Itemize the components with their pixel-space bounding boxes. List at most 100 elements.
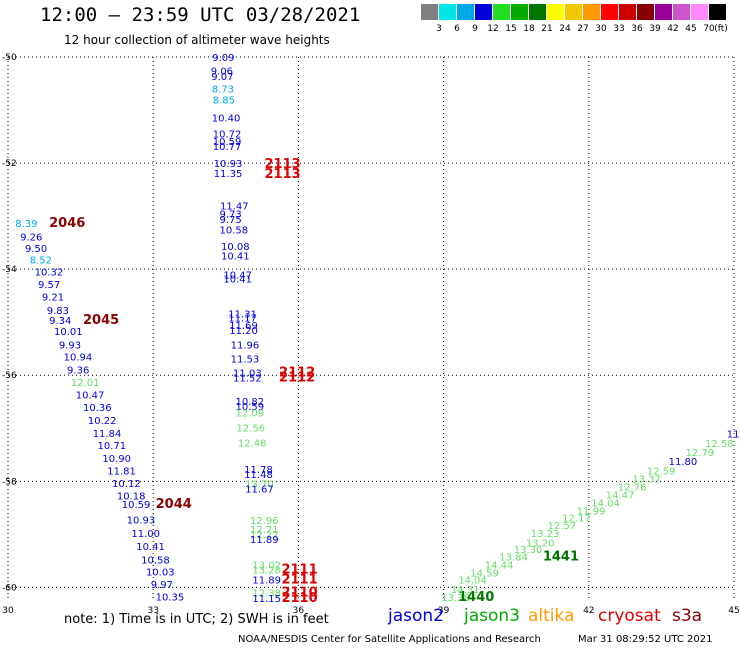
wave-height-label: 8.85 <box>213 95 235 106</box>
wave-height-label: 11.03 <box>233 369 262 380</box>
wave-height-label: 12.71 <box>250 525 279 536</box>
wave-height-label: 11.20 <box>229 326 258 337</box>
wave-height-label: 10.32 <box>35 267 64 278</box>
wave-height-label: 11.15 <box>252 594 281 605</box>
wave-height-label: 11.52 <box>233 373 262 384</box>
color-swatch <box>529 4 546 20</box>
color-scale-label: 18 <box>523 24 535 34</box>
color-scale-label: 45 <box>685 24 697 34</box>
color-swatch <box>511 4 528 20</box>
wave-height-label: 10.59 <box>213 137 242 148</box>
color-scale-label: 70 <box>703 24 715 34</box>
wave-height-label: 14.04 <box>591 499 620 510</box>
footer-credit: NOAA/NESDIS Center for Satellite Applica… <box>238 634 541 645</box>
pass-time-label: 2110 <box>281 591 317 606</box>
wave-height-label: 10.41 <box>223 275 252 286</box>
pass-time-label: 1441 <box>543 550 579 565</box>
color-swatch <box>601 4 618 20</box>
wave-height-label: 12.76 <box>618 483 647 494</box>
chart-title: 12:00 – 23:59 UTC 03/28/2021 <box>40 4 361 26</box>
wave-height-label: 9.06 <box>211 66 233 77</box>
wave-height-label: 9.57 <box>38 280 60 291</box>
x-tick-label: 33 <box>147 606 158 616</box>
wave-height-label: 8.39 <box>15 219 37 230</box>
wave-height-label: 10.08 <box>221 242 250 253</box>
y-tick-label: -54 <box>2 265 17 275</box>
y-tick-label: -58 <box>2 477 17 487</box>
wave-height-label: 10.59 <box>122 500 151 511</box>
color-scale-label: 12 <box>487 24 499 34</box>
color-swatch <box>619 4 636 20</box>
pass-time-label: 2112 <box>279 366 315 381</box>
wave-height-label: 13.70 <box>245 479 274 490</box>
color-swatch <box>673 4 690 20</box>
wave-height-label: 10.58 <box>220 225 249 236</box>
satellite-legend-cryosat: cryosat <box>598 606 661 626</box>
wave-height-label: 13.84 <box>499 553 528 564</box>
wave-height-label: 11.69 <box>229 321 258 332</box>
color-scale-label: 27 <box>577 24 589 34</box>
wave-height-label: 12.58 <box>705 439 734 450</box>
color-scale-label: 9 <box>472 24 478 34</box>
wave-height-label: 13.20 <box>526 538 555 549</box>
wave-height-label: 13.28 <box>252 565 281 576</box>
wave-height-label: 13.30 <box>514 545 543 556</box>
wave-height-label: 10.41 <box>221 251 250 262</box>
wave-height-label: 13.37 <box>632 475 661 486</box>
y-tick-label: -60 <box>2 583 17 593</box>
wave-height-label: 9.93 <box>59 340 81 351</box>
color-swatch <box>457 4 474 20</box>
x-tick-label: 36 <box>293 606 305 616</box>
color-scale-label: 15 <box>505 24 517 34</box>
pass-time-label: 1440 <box>458 590 494 605</box>
wave-height-label: 10.59 <box>235 402 264 413</box>
wave-height-label: 13.23 <box>531 529 560 540</box>
wave-height-label: 12.38 <box>252 589 281 600</box>
wave-height-label: 10.01 <box>54 327 83 338</box>
pass-time-label: 2045 <box>83 313 119 328</box>
wave-height-label: 11.80 <box>669 457 698 468</box>
wave-height-label: 14.44 <box>485 561 514 572</box>
wave-height-label: 11.53 <box>231 354 260 365</box>
wave-height-label: 9.97 <box>151 580 173 591</box>
wave-height-label: 9.34 <box>49 316 71 327</box>
wave-height-label: 11.31 <box>228 310 257 321</box>
wave-height-label: 11.99 <box>577 506 606 517</box>
color-scale-label: 30 <box>595 24 607 34</box>
footer-timestamp: Mar 31 08:29:52 UTC 2021 <box>578 634 713 645</box>
wave-height-label: 10.71 <box>98 441 127 452</box>
color-scale-unit: (ft) <box>714 24 728 34</box>
color-swatch <box>421 4 438 20</box>
wave-height-label: 13.38 <box>441 593 470 604</box>
wave-height-label: 11.48 <box>244 470 273 481</box>
satellite-legend-jason2: jason2 <box>388 606 444 626</box>
pass-time-label: 2044 <box>156 497 192 512</box>
wave-height-label: 10.35 <box>156 592 185 603</box>
wave-height-label: 10.18 <box>117 492 146 503</box>
wave-height-label: 9.36 <box>67 365 89 376</box>
wave-height-label: 10.90 <box>102 454 131 465</box>
wave-height-label: 11.47 <box>220 202 249 213</box>
wave-height-label: 10.94 <box>64 353 93 364</box>
color-scale-label: 21 <box>541 24 553 34</box>
wave-height-label: 9.26 <box>20 232 42 243</box>
wave-height-label: 12.22 <box>250 530 279 541</box>
color-scale-label: 3 <box>436 24 442 34</box>
wave-height-label: 11.78 <box>244 465 273 476</box>
wave-height-label: 11.35 <box>214 169 243 180</box>
wave-height-label: 14.47 <box>606 491 635 502</box>
wave-height-label: 9.75 <box>220 215 242 226</box>
satellite-legend-altika: altika <box>528 606 575 626</box>
wave-height-label: 10.41 <box>136 542 165 553</box>
wave-height-label: 10.72 <box>213 129 242 140</box>
wave-height-label: 13.02 <box>252 561 281 572</box>
wave-height-label: 12.17 <box>562 513 591 524</box>
wave-height-label: 12.56 <box>236 424 265 435</box>
color-swatch <box>565 4 582 20</box>
wave-height-label: 11.96 <box>231 340 260 351</box>
wave-height-label: 14.31 <box>451 585 480 596</box>
wave-height-label: 10.77 <box>213 142 242 153</box>
color-swatch <box>655 4 672 20</box>
pass-time-label: 2113 <box>265 167 301 182</box>
x-tick-label: 39 <box>438 606 450 616</box>
